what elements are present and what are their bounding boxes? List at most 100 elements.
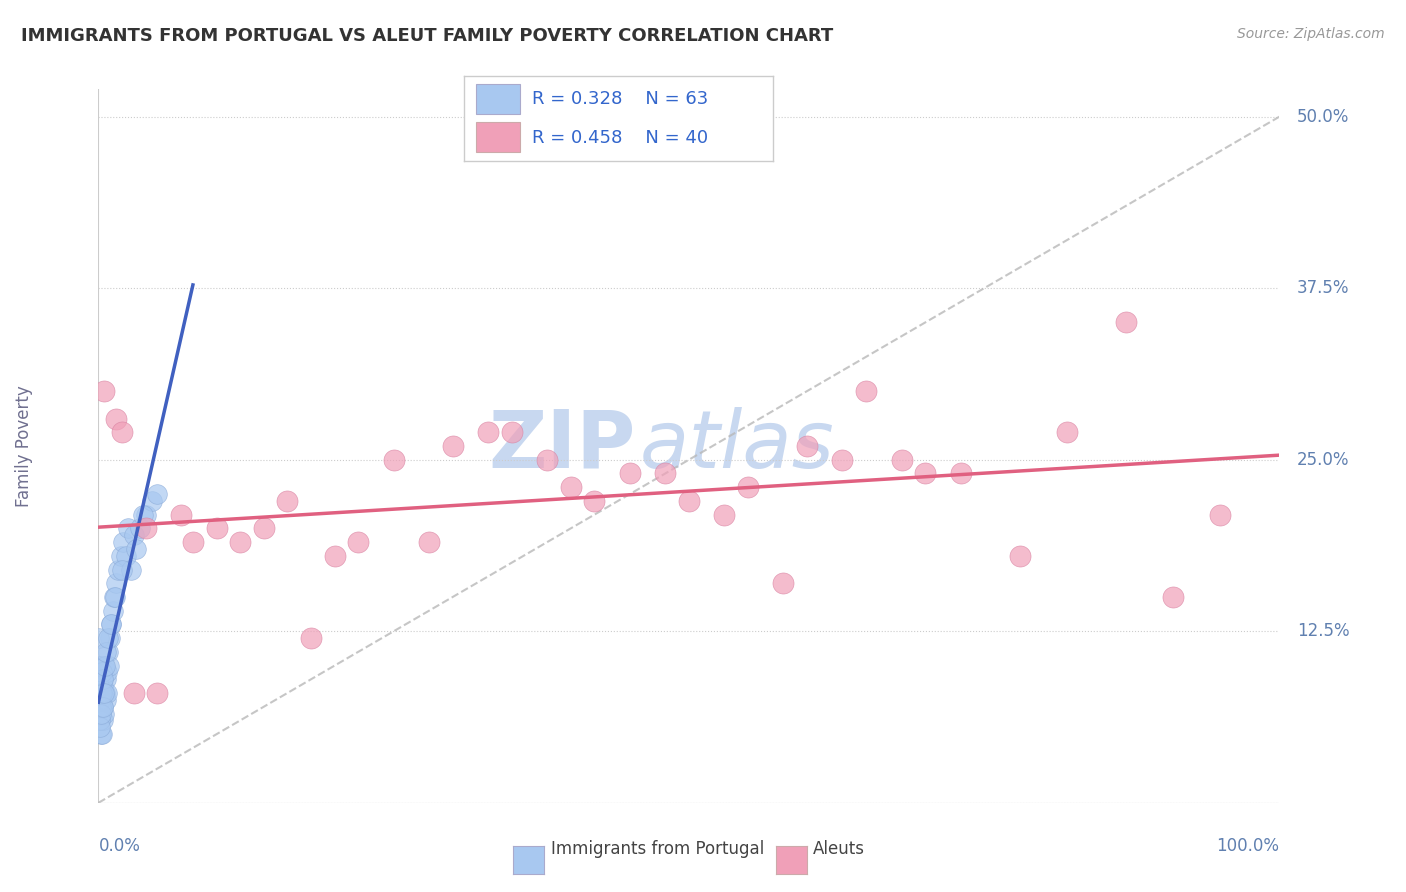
Point bbox=[101, 604, 124, 618]
Point bbox=[713, 508, 735, 522]
Point bbox=[619, 467, 641, 481]
Point bbox=[90, 699, 112, 714]
Point bbox=[89, 699, 111, 714]
Point bbox=[831, 452, 853, 467]
Point bbox=[132, 508, 155, 522]
Point bbox=[117, 521, 139, 535]
Point bbox=[122, 686, 145, 700]
Point bbox=[89, 679, 111, 693]
Text: Immigrants from Portugal: Immigrants from Portugal bbox=[551, 840, 765, 858]
Point bbox=[93, 673, 115, 687]
Point bbox=[382, 452, 405, 467]
Point bbox=[89, 714, 111, 728]
Point bbox=[135, 521, 157, 535]
Point bbox=[91, 699, 114, 714]
Text: IMMIGRANTS FROM PORTUGAL VS ALEUT FAMILY POVERTY CORRELATION CHART: IMMIGRANTS FROM PORTUGAL VS ALEUT FAMILY… bbox=[21, 27, 834, 45]
Point bbox=[583, 494, 606, 508]
Point bbox=[205, 521, 228, 535]
Point bbox=[104, 590, 127, 604]
Text: 0.0%: 0.0% bbox=[98, 837, 141, 855]
Point bbox=[87, 658, 110, 673]
Point bbox=[1008, 549, 1031, 563]
Bar bbox=[477, 122, 520, 152]
Bar bbox=[477, 85, 520, 114]
Point bbox=[678, 494, 700, 508]
Point bbox=[96, 686, 118, 700]
Point bbox=[536, 452, 558, 467]
Point bbox=[347, 535, 370, 549]
Point bbox=[141, 494, 163, 508]
Text: 37.5%: 37.5% bbox=[1298, 279, 1350, 297]
Point bbox=[94, 673, 117, 687]
Point bbox=[128, 521, 150, 535]
Text: R = 0.328    N = 63: R = 0.328 N = 63 bbox=[531, 90, 709, 108]
Point bbox=[112, 535, 135, 549]
Point bbox=[98, 658, 121, 673]
Point bbox=[93, 706, 115, 721]
Point bbox=[1056, 425, 1078, 440]
Point bbox=[441, 439, 464, 453]
Point bbox=[253, 521, 276, 535]
Point bbox=[1161, 590, 1184, 604]
Text: 100.0%: 100.0% bbox=[1216, 837, 1279, 855]
Point bbox=[107, 562, 129, 576]
Point bbox=[96, 665, 118, 680]
Point bbox=[91, 673, 114, 687]
Point bbox=[229, 535, 252, 549]
Point bbox=[772, 576, 794, 591]
Point bbox=[90, 727, 112, 741]
Point bbox=[89, 673, 111, 687]
Text: R = 0.458    N = 40: R = 0.458 N = 40 bbox=[531, 128, 709, 146]
Point bbox=[97, 645, 120, 659]
Point bbox=[796, 439, 818, 453]
Point bbox=[90, 673, 112, 687]
Point bbox=[105, 576, 128, 591]
Point bbox=[1209, 508, 1232, 522]
Text: ZIP: ZIP bbox=[488, 407, 636, 485]
Text: 25.0%: 25.0% bbox=[1298, 450, 1350, 468]
Point bbox=[94, 693, 117, 707]
Point bbox=[91, 714, 114, 728]
Point bbox=[501, 425, 523, 440]
Point bbox=[146, 686, 169, 700]
Point bbox=[323, 549, 346, 563]
Point bbox=[418, 535, 440, 549]
Point bbox=[737, 480, 759, 494]
Text: atlas: atlas bbox=[640, 407, 834, 485]
Point bbox=[87, 631, 110, 645]
Point bbox=[855, 384, 877, 398]
Point bbox=[89, 714, 111, 728]
Point bbox=[89, 658, 111, 673]
Point bbox=[111, 562, 134, 576]
Point bbox=[93, 686, 115, 700]
Point bbox=[98, 631, 121, 645]
Point bbox=[181, 535, 204, 549]
Point bbox=[111, 425, 134, 440]
Point bbox=[93, 658, 115, 673]
Point bbox=[90, 686, 112, 700]
Text: Aleuts: Aleuts bbox=[813, 840, 865, 858]
Point bbox=[103, 590, 125, 604]
Point bbox=[91, 699, 114, 714]
Text: 50.0%: 50.0% bbox=[1298, 108, 1350, 126]
Point bbox=[110, 549, 132, 563]
Point bbox=[299, 631, 322, 645]
Point bbox=[135, 508, 157, 522]
Point bbox=[94, 686, 117, 700]
Point bbox=[89, 693, 111, 707]
Point bbox=[100, 617, 122, 632]
Point bbox=[100, 617, 122, 632]
Point bbox=[890, 452, 912, 467]
Point bbox=[121, 562, 143, 576]
Point bbox=[89, 720, 111, 734]
Point bbox=[114, 549, 136, 563]
Point bbox=[90, 665, 112, 680]
Point bbox=[91, 727, 114, 741]
Point bbox=[125, 541, 148, 556]
Point bbox=[91, 679, 114, 693]
Point bbox=[477, 425, 499, 440]
Text: Family Poverty: Family Poverty bbox=[15, 385, 34, 507]
Point bbox=[90, 699, 112, 714]
Point bbox=[105, 411, 128, 425]
Point bbox=[914, 467, 936, 481]
